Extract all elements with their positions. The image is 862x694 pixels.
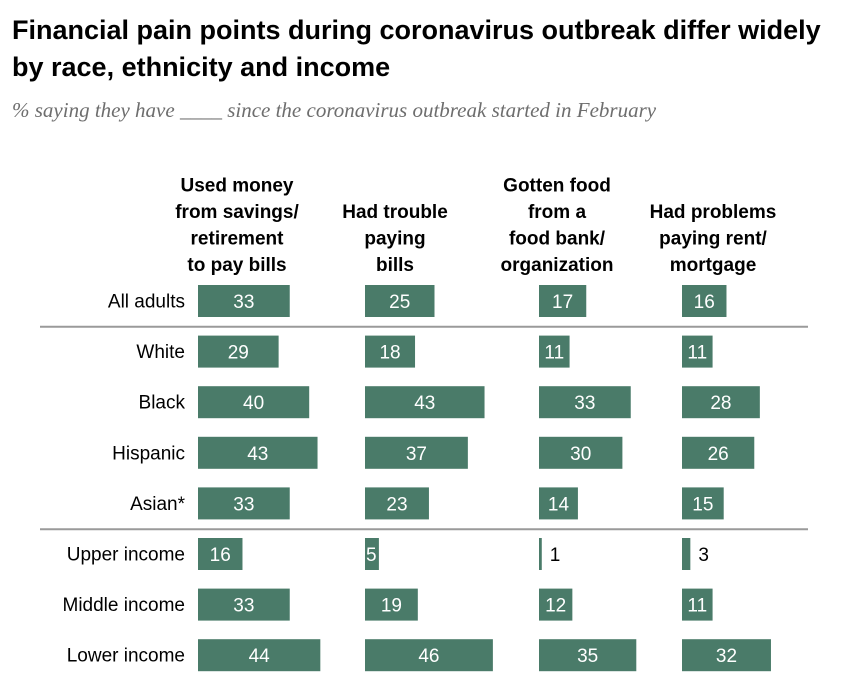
column-header: Had trouble paying bills — [342, 202, 448, 276]
bar-value-label: 15 — [692, 494, 713, 515]
bar — [682, 386, 760, 419]
column-header-line: Had trouble — [342, 202, 448, 223]
row-label: Hispanic — [112, 443, 185, 464]
row-label: White — [136, 342, 185, 363]
bar-value-label: 33 — [233, 494, 254, 515]
bar-value-label: 46 — [418, 646, 439, 667]
bar — [539, 588, 573, 621]
row-label: All adults — [108, 292, 185, 313]
bar-value-label: 26 — [708, 444, 729, 465]
bar-value-label: 33 — [233, 292, 254, 313]
bar-value-label: 12 — [545, 596, 566, 617]
column-header-line: to pay bills — [187, 255, 286, 276]
bar-value-label: 3 — [698, 545, 709, 566]
bar-value-label: 33 — [574, 393, 595, 414]
bar — [682, 487, 724, 520]
bar-value-label: 16 — [210, 545, 231, 566]
bar-value-label: 33 — [233, 596, 254, 617]
row-label: Middle income — [63, 595, 186, 616]
bar — [365, 285, 435, 317]
bar — [682, 335, 713, 368]
column-header-line: food bank/ — [509, 229, 606, 250]
bar-value-label: 44 — [249, 646, 271, 667]
bar — [198, 538, 243, 570]
bar-value-label: 28 — [710, 393, 731, 414]
bar — [682, 538, 691, 570]
column-header-line: from savings/ — [175, 202, 299, 223]
column-header-line: Had problems — [650, 202, 777, 223]
chart-title: Financial pain points during coronavirus… — [12, 15, 821, 82]
bar — [365, 487, 429, 520]
bar-value-label: 11 — [544, 343, 564, 364]
bar — [682, 436, 755, 469]
bar-value-label: 11 — [687, 343, 707, 364]
bar-value-label: 11 — [687, 596, 707, 617]
bar — [198, 639, 321, 672]
bar-value-label: 32 — [716, 646, 737, 667]
bar-value-label: 16 — [694, 292, 715, 313]
bar — [198, 285, 290, 317]
chart-subtitle: % saying they have ____ since the corona… — [12, 98, 657, 122]
bar-value-label: 14 — [548, 494, 570, 515]
column-header-line: from a — [528, 202, 587, 223]
column-header: Had problems paying rent/mortgage — [650, 202, 777, 276]
bar — [539, 436, 623, 469]
bar-value-label: 25 — [389, 292, 410, 313]
column-header-line: retirement — [191, 229, 285, 250]
bar — [365, 639, 493, 672]
bar-value-label: 19 — [381, 596, 402, 617]
bar — [365, 588, 418, 621]
bar — [539, 639, 637, 672]
column-header: Used money from savings/retirement to pay … — [175, 176, 299, 277]
bar — [198, 436, 318, 469]
bar — [539, 285, 587, 317]
bar — [539, 386, 631, 419]
bar — [365, 335, 416, 368]
column-header-line: mortgage — [670, 255, 757, 276]
bar — [198, 588, 290, 621]
bar — [198, 386, 310, 419]
column-header: Gotten food from a food bank/organization — [501, 176, 614, 277]
column-header-line: organization — [501, 255, 614, 276]
bar — [682, 639, 771, 672]
bar-value-label: 23 — [386, 494, 407, 515]
bar — [198, 487, 290, 520]
bar-value-label: 17 — [552, 292, 573, 313]
bar-value-label: 29 — [228, 343, 249, 364]
bar — [539, 335, 570, 368]
bar-value-label: 40 — [243, 393, 264, 414]
bar — [682, 285, 727, 317]
bar — [539, 538, 542, 570]
column-header-line: paying rent/ — [659, 229, 767, 250]
column-header-line: paying — [364, 229, 425, 250]
bar — [365, 538, 379, 570]
column-header-line: bills — [376, 255, 414, 276]
bar-value-label: 18 — [379, 343, 400, 364]
bar — [198, 335, 279, 368]
row-label: Black — [139, 393, 186, 414]
bar — [365, 386, 485, 419]
bar-value-label: 37 — [406, 444, 427, 465]
column-header-line: Gotten food — [503, 176, 611, 197]
row-label: Lower income — [67, 646, 185, 667]
bar — [539, 487, 578, 520]
bar-value-label: 30 — [570, 444, 591, 465]
bar-value-label: 5 — [366, 545, 377, 566]
bar-value-label: 43 — [247, 444, 268, 465]
bar-value-label: 43 — [414, 393, 435, 414]
column-header-line: Used money — [181, 176, 294, 197]
row-label: Upper income — [67, 545, 185, 566]
row-label: Asian* — [130, 494, 186, 515]
bar-value-label: 35 — [577, 646, 598, 667]
bar — [682, 588, 713, 621]
bar-value-label: 1 — [550, 545, 561, 566]
bar — [365, 436, 468, 469]
